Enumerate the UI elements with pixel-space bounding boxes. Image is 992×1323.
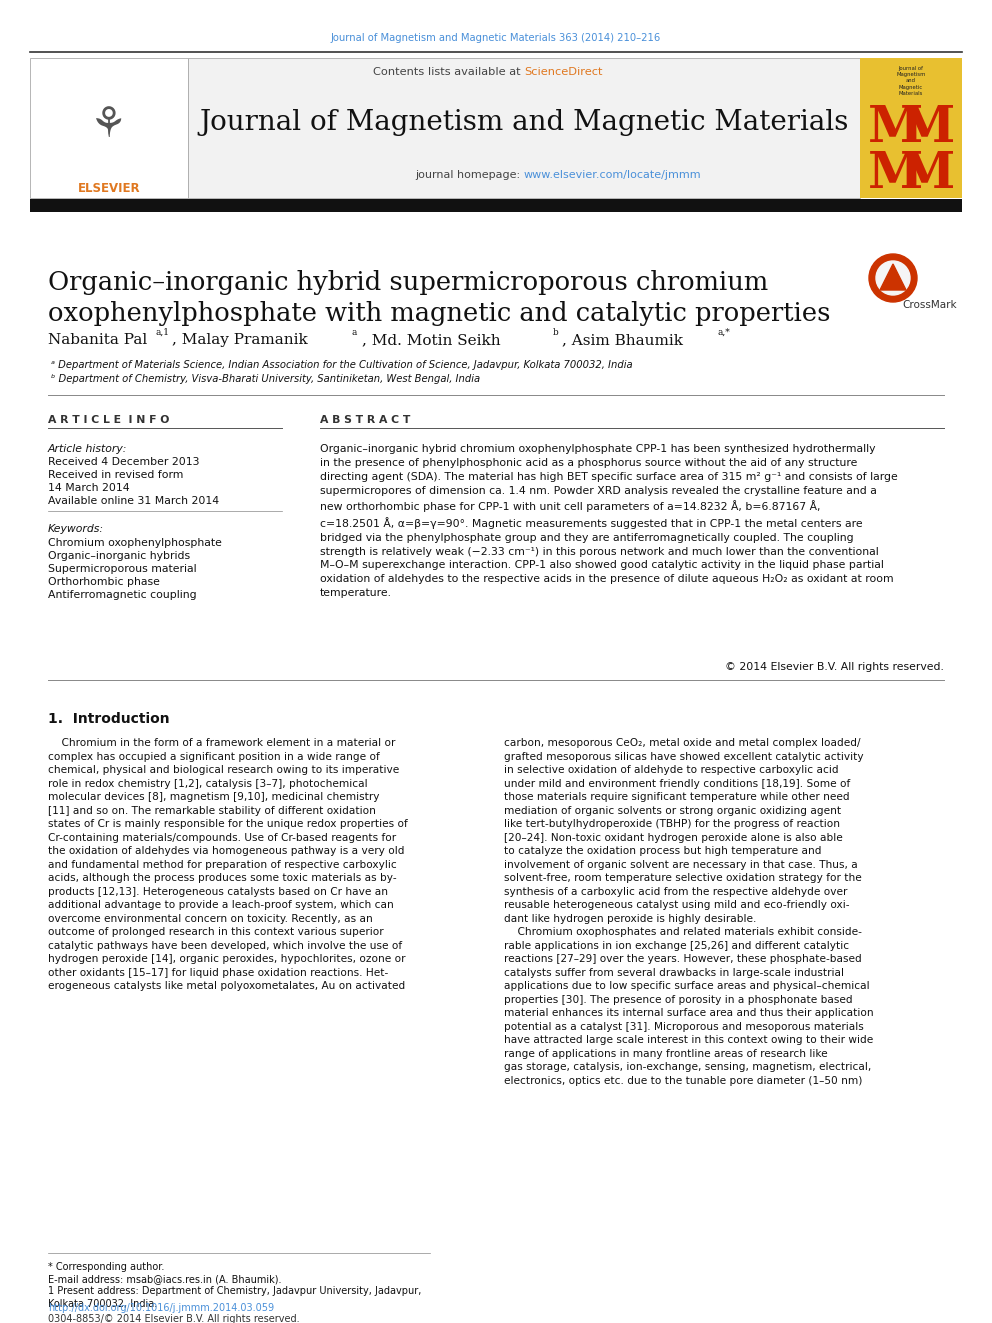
Text: E-mail address: msab@iacs.res.in (A. Bhaumik).: E-mail address: msab@iacs.res.in (A. Bha… [48,1274,282,1285]
Text: * Corresponding author.: * Corresponding author. [48,1262,165,1271]
Text: Available online 31 March 2014: Available online 31 March 2014 [48,496,219,505]
Text: Journal of Magnetism and Magnetic Materials: Journal of Magnetism and Magnetic Materi… [199,110,849,136]
Text: Received 4 December 2013: Received 4 December 2013 [48,456,199,467]
Text: www.elsevier.com/locate/jmmm: www.elsevier.com/locate/jmmm [524,169,701,180]
Circle shape [869,254,917,302]
Text: b: b [553,328,558,337]
Text: a,*: a,* [718,328,731,337]
Text: M: M [868,103,924,152]
Text: ᵇ Department of Chemistry, Visva-Bharati University, Santiniketan, West Bengal, : ᵇ Department of Chemistry, Visva-Bharati… [48,374,480,384]
Text: Orthorhombic phase: Orthorhombic phase [48,577,160,587]
Text: ScienceDirect: ScienceDirect [524,67,602,77]
Text: journal homepage:: journal homepage: [416,169,524,180]
Text: Organic–inorganic hybrids: Organic–inorganic hybrids [48,550,190,561]
Text: Organic–inorganic hybrid supermicroporous chromium
oxophenylphosphate with magne: Organic–inorganic hybrid supermicroporou… [48,270,830,325]
Text: Organic–inorganic hybrid chromium oxophenylphosphate CPP-1 has been synthesized : Organic–inorganic hybrid chromium oxophe… [320,445,898,598]
FancyBboxPatch shape [30,58,188,198]
Polygon shape [880,265,906,290]
Text: carbon, mesoporous CeO₂, metal oxide and metal complex loaded/
grafted mesoporou: carbon, mesoporous CeO₂, metal oxide and… [504,738,874,1086]
Text: Chromium oxophenylphosphate: Chromium oxophenylphosphate [48,538,222,548]
Text: M: M [868,151,924,200]
Text: a: a [352,328,357,337]
Text: ᵃ Department of Materials Science, Indian Association for the Cultivation of Sci: ᵃ Department of Materials Science, India… [48,360,633,370]
Text: M: M [901,151,955,200]
FancyBboxPatch shape [188,58,860,198]
Text: © 2014 Elsevier B.V. All rights reserved.: © 2014 Elsevier B.V. All rights reserved… [725,662,944,672]
Text: ELSEVIER: ELSEVIER [77,181,140,194]
Text: A B S T R A C T: A B S T R A C T [320,415,411,425]
Text: Journal of
Magnetism
and
Magnetic
Materials: Journal of Magnetism and Magnetic Materi… [897,66,926,95]
Text: , Malay Pramanik: , Malay Pramanik [172,333,308,347]
Text: 1.  Introduction: 1. Introduction [48,712,170,726]
Text: , Md. Motin Seikh: , Md. Motin Seikh [362,333,501,347]
Text: Supermicroporous material: Supermicroporous material [48,564,196,574]
Text: 0304-8853/© 2014 Elsevier B.V. All rights reserved.: 0304-8853/© 2014 Elsevier B.V. All right… [48,1314,300,1323]
Text: Nabanita Pal: Nabanita Pal [48,333,147,347]
FancyBboxPatch shape [30,198,962,212]
Text: Chromium in the form of a framework element in a material or
complex has occupie: Chromium in the form of a framework elem… [48,738,408,991]
Text: Received in revised form: Received in revised form [48,470,184,480]
Text: Journal of Magnetism and Magnetic Materials 363 (2014) 210–216: Journal of Magnetism and Magnetic Materi… [331,33,661,44]
Text: Antiferromagnetic coupling: Antiferromagnetic coupling [48,590,196,601]
Text: M: M [901,103,955,152]
Text: CrossMark: CrossMark [903,300,957,310]
Text: Contents lists available at: Contents lists available at [373,67,524,77]
Text: ⚘: ⚘ [90,105,128,146]
Text: 1 Present address: Department of Chemistry, Jadavpur University, Jadavpur,
Kolka: 1 Present address: Department of Chemist… [48,1286,422,1310]
Circle shape [876,261,910,295]
FancyBboxPatch shape [860,58,962,198]
Text: A R T I C L E  I N F O: A R T I C L E I N F O [48,415,170,425]
Text: Keywords:: Keywords: [48,524,104,534]
Text: a,1: a,1 [156,328,170,337]
Text: 14 March 2014: 14 March 2014 [48,483,130,493]
Text: , Asim Bhaumik: , Asim Bhaumik [562,333,683,347]
Text: Article history:: Article history: [48,445,127,454]
Text: http://dx.doi.org/10.1016/j.jmmm.2014.03.059: http://dx.doi.org/10.1016/j.jmmm.2014.03… [48,1303,274,1312]
